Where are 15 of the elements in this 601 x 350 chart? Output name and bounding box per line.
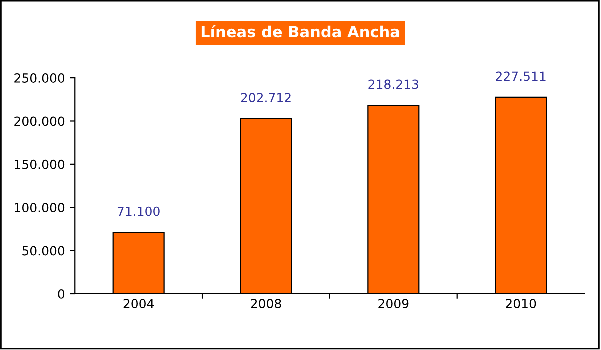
- y-tick-label: 0: [58, 289, 65, 299]
- y-tick-label: 50.000: [22, 246, 65, 256]
- x-tick-label: 2009: [378, 299, 409, 309]
- y-tick-label: 100.000: [15, 203, 65, 213]
- chart-title: Líneas de Banda Ancha: [202, 25, 400, 38]
- y-tick-label: 150.000: [15, 160, 65, 170]
- x-tick-label: 2004: [124, 299, 154, 309]
- x-tick-label: 2008: [251, 299, 282, 309]
- x-tick-label: 2010: [506, 299, 536, 309]
- y-tick-label: 250.000: [14, 74, 65, 83]
- data-label: 71.100: [118, 206, 160, 216]
- data-label: 218.213: [368, 80, 418, 90]
- data-label: 202.712: [241, 93, 291, 103]
- data-label: 227.511: [496, 72, 546, 82]
- y-tick-label: 200.000: [14, 116, 65, 126]
